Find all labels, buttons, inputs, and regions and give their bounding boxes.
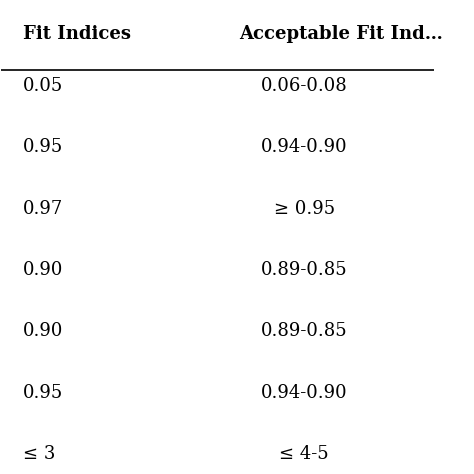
Text: 0.94-0.90: 0.94-0.90 [261, 138, 347, 156]
Text: Fit Indices: Fit Indices [23, 26, 131, 44]
Text: 0.97: 0.97 [23, 200, 63, 218]
Text: 0.90: 0.90 [23, 322, 64, 340]
Text: Acceptable Fit Ind…: Acceptable Fit Ind… [239, 26, 443, 44]
Text: ≤ 4-5: ≤ 4-5 [280, 445, 329, 463]
Text: 0.94-0.90: 0.94-0.90 [261, 383, 347, 401]
Text: 0.95: 0.95 [23, 383, 63, 401]
Text: 0.89-0.85: 0.89-0.85 [261, 261, 347, 279]
Text: ≥ 0.95: ≥ 0.95 [273, 200, 335, 218]
Text: 0.05: 0.05 [23, 77, 63, 95]
Text: 0.89-0.85: 0.89-0.85 [261, 322, 347, 340]
Text: 0.95: 0.95 [23, 138, 63, 156]
Text: 0.90: 0.90 [23, 261, 64, 279]
Text: 0.06-0.08: 0.06-0.08 [261, 77, 347, 95]
Text: ≤ 3: ≤ 3 [23, 445, 55, 463]
